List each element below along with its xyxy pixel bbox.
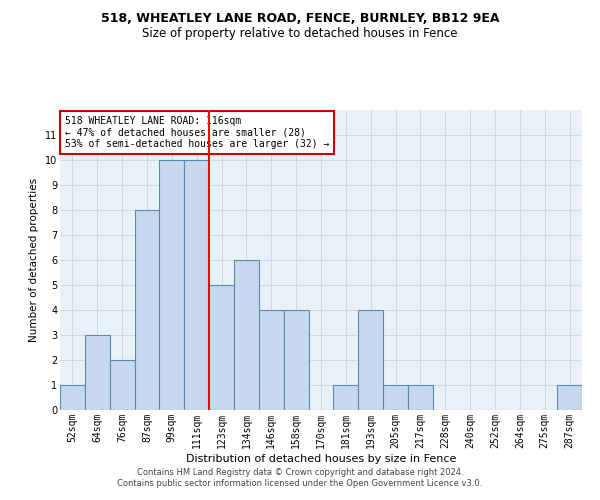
- Text: 518, WHEATLEY LANE ROAD, FENCE, BURNLEY, BB12 9EA: 518, WHEATLEY LANE ROAD, FENCE, BURNLEY,…: [101, 12, 499, 26]
- Bar: [284, 310, 308, 410]
- Bar: [160, 160, 184, 410]
- X-axis label: Distribution of detached houses by size in Fence: Distribution of detached houses by size …: [186, 454, 456, 464]
- Bar: [110, 360, 134, 410]
- Bar: [383, 385, 408, 410]
- Bar: [209, 285, 234, 410]
- Y-axis label: Number of detached properties: Number of detached properties: [29, 178, 40, 342]
- Text: Contains HM Land Registry data © Crown copyright and database right 2024.
Contai: Contains HM Land Registry data © Crown c…: [118, 468, 482, 487]
- Text: 518 WHEATLEY LANE ROAD: 116sqm
← 47% of detached houses are smaller (28)
53% of : 518 WHEATLEY LANE ROAD: 116sqm ← 47% of …: [65, 116, 329, 149]
- Text: Size of property relative to detached houses in Fence: Size of property relative to detached ho…: [142, 28, 458, 40]
- Bar: [234, 260, 259, 410]
- Bar: [358, 310, 383, 410]
- Bar: [334, 385, 358, 410]
- Bar: [259, 310, 284, 410]
- Bar: [60, 385, 85, 410]
- Bar: [85, 335, 110, 410]
- Bar: [557, 385, 582, 410]
- Bar: [134, 210, 160, 410]
- Bar: [408, 385, 433, 410]
- Bar: [184, 160, 209, 410]
